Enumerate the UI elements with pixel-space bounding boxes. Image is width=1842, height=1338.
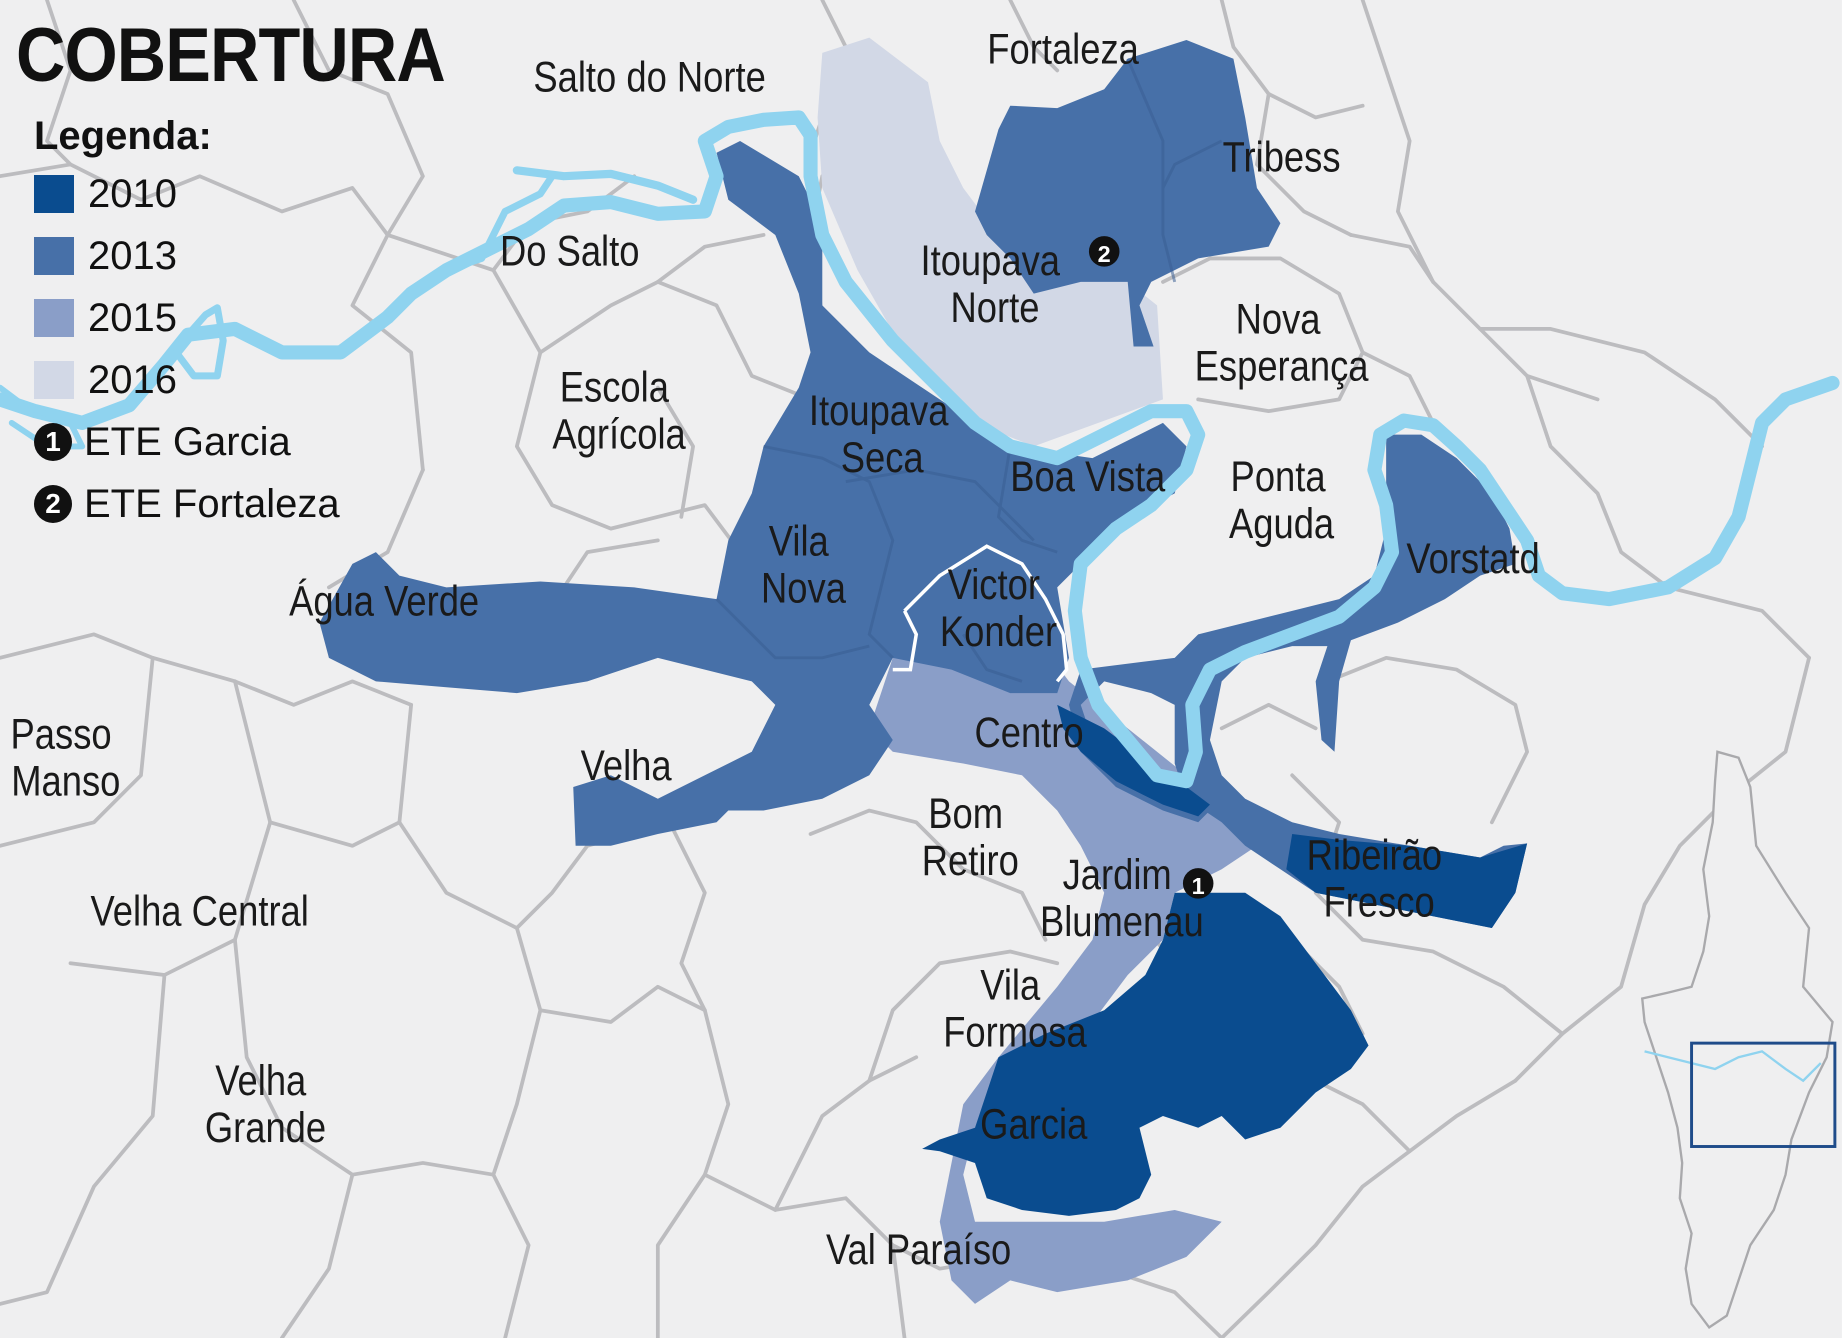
legend-label-ete-garcia: ETE Garcia xyxy=(84,419,291,464)
label-passo-manso-line1: Passo xyxy=(11,711,112,758)
label-bom-retiro-line2: Retiro xyxy=(922,838,1019,885)
locator-extent-box xyxy=(1690,1041,1837,1148)
legend-swatch-2016 xyxy=(34,361,74,399)
label-boa-vista: Boa Vista xyxy=(1010,453,1165,500)
label-vila-nova-line1: Vila xyxy=(769,518,829,565)
label-salto-do-norte: Salto do Norte xyxy=(533,54,765,101)
legend-heading: Legenda: xyxy=(34,114,212,158)
label-agua-verde: Água Verde xyxy=(289,578,479,625)
label-itoupava-norte-line2: Norte xyxy=(951,284,1040,331)
river-channel-2 xyxy=(172,304,227,380)
locator-municipality-shape xyxy=(1640,750,1834,1330)
legend-swatch-2010 xyxy=(34,175,74,213)
label-itoupava-norte-line1: Itoupava xyxy=(921,237,1061,284)
label-victor-konder-line1: Victor xyxy=(948,562,1040,609)
ete-marker-fortaleza: 2 xyxy=(1088,236,1120,267)
locator-river xyxy=(1644,1050,1822,1083)
neighborhood-labels: Salto do Norte Fortaleza Tribess Do Salt… xyxy=(11,26,1540,1274)
legend-marker-1: 1 xyxy=(34,423,72,461)
label-vila-nova-line2: Nova xyxy=(761,565,846,612)
river-channel-1 xyxy=(512,166,698,204)
label-escola-agricola-line1: Escola xyxy=(560,364,669,411)
legend-item-2016: 2016 xyxy=(34,349,340,411)
label-jardim-blumenau-line1: Jardim xyxy=(1063,852,1172,899)
legend-item-2010: 2010 xyxy=(34,163,340,225)
coverage-inner-borders xyxy=(715,58,1223,683)
label-velha-grande-line1: Velha xyxy=(215,1057,306,1104)
victor-konder-outline xyxy=(892,544,1069,683)
legend-item-2015: 2015 xyxy=(34,287,340,349)
map-title: COBERTURA xyxy=(16,13,446,98)
label-vila-formosa-line1: Vila xyxy=(980,962,1040,1009)
label-vorstadt: Vorstatd xyxy=(1406,536,1539,583)
river-itajai xyxy=(0,110,1840,789)
coverage-2010-centro-strip xyxy=(1057,704,1210,817)
legend-label-ete-fortaleza: ETE Fortaleza xyxy=(84,481,340,526)
label-ribeirao-fresco-line2: Fresco xyxy=(1324,879,1435,926)
ete-marker-garcia-number: 1 xyxy=(1192,873,1205,899)
label-do-salto: Do Salto xyxy=(500,228,639,275)
label-tribess: Tribess xyxy=(1223,134,1341,181)
ete-marker-fortaleza-circle xyxy=(1088,236,1120,267)
coverage-2013-north xyxy=(319,140,1187,846)
label-ribeirao-fresco-line1: Ribeirão xyxy=(1307,832,1442,879)
label-nova-esperanca-line1: Nova xyxy=(1236,296,1321,343)
label-velha-grande-line2: Grande xyxy=(205,1104,326,1151)
locator-inset xyxy=(1640,750,1837,1330)
legend-item-2013: 2013 xyxy=(34,225,340,287)
label-vila-formosa-line2: Formosa xyxy=(943,1009,1087,1056)
legend-label-2015: 2015 xyxy=(88,295,177,340)
label-val-paraiso: Val Paraíso xyxy=(826,1226,1011,1273)
coverage-2010-ribeirao xyxy=(1286,834,1528,929)
legend-label-2010: 2010 xyxy=(88,171,177,216)
legend-label-2016: 2016 xyxy=(88,357,177,402)
label-velha-central: Velha Central xyxy=(91,888,309,935)
coverage-2013-fortaleza xyxy=(975,39,1281,347)
legend-swatch-2015 xyxy=(34,299,74,337)
legend-marker-2: 2 xyxy=(34,485,72,523)
label-garcia: Garcia xyxy=(980,1101,1087,1148)
label-velha: Velha xyxy=(581,742,672,789)
ete-marker-garcia-circle xyxy=(1182,868,1214,899)
coverage-2010-garcia xyxy=(922,892,1369,1216)
label-ponta-aguda-line2: Aguda xyxy=(1229,500,1334,547)
label-fortaleza: Fortaleza xyxy=(987,26,1139,73)
label-ponta-aguda-line1: Ponta xyxy=(1231,453,1326,500)
river-channel-3 xyxy=(442,172,556,274)
coverage-2010 xyxy=(922,704,1528,1216)
label-escola-agricola-line2: Agrícola xyxy=(552,411,685,458)
label-nova-esperanca-line2: Esperança xyxy=(1195,343,1369,390)
rivers xyxy=(0,110,1840,789)
legend: Legenda: 2010 2013 2015 2016 1 ETE Garci… xyxy=(34,114,340,535)
label-centro: Centro xyxy=(974,710,1083,757)
label-bom-retiro-line1: Bom xyxy=(928,791,1003,838)
label-jardim-blumenau-line2: Blumenau xyxy=(1040,899,1204,946)
ete-marker-garcia: 1 xyxy=(1182,868,1214,899)
legend-swatch-2013 xyxy=(34,237,74,275)
legend-label-2013: 2013 xyxy=(88,233,177,278)
label-passo-manso-line2: Manso xyxy=(11,758,120,805)
label-itoupava-seca-line2: Seca xyxy=(841,435,924,482)
label-itoupava-seca-line1: Itoupava xyxy=(809,388,949,435)
ete-marker-fortaleza-number: 2 xyxy=(1098,241,1111,267)
legend-item-ete-garcia: 1 ETE Garcia xyxy=(34,411,340,473)
label-victor-konder-line2: Konder xyxy=(940,609,1057,656)
legend-item-ete-fortaleza: 2 ETE Fortaleza xyxy=(34,473,340,535)
